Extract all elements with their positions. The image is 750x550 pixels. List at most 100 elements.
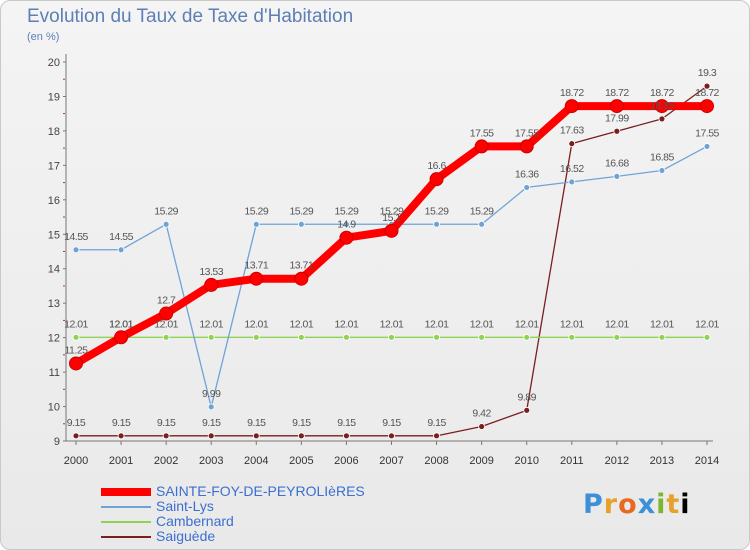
data-point <box>162 333 170 341</box>
y-tick-label: 20 <box>48 57 60 69</box>
data-point <box>72 432 80 440</box>
data-label: 13.71 <box>289 260 313 272</box>
data-label: 16.68 <box>605 157 629 169</box>
data-point <box>703 82 711 90</box>
data-point <box>343 432 350 440</box>
data-point <box>159 306 174 321</box>
y-tick-label: 12 <box>48 333 60 345</box>
data-label: 9.15 <box>247 417 266 429</box>
data-label: 12.01 <box>244 318 268 330</box>
data-label: 12.01 <box>695 318 719 330</box>
x-tick-label: 2007 <box>379 455 403 467</box>
x-tick-label: 2001 <box>109 455 133 467</box>
data-point <box>117 432 125 440</box>
x-tick-label: 2010 <box>514 455 538 467</box>
data-label: 17.63 <box>560 125 584 137</box>
data-point <box>252 432 260 440</box>
data-point <box>568 333 576 341</box>
data-point <box>297 432 305 440</box>
data-point <box>523 406 531 414</box>
data-point <box>474 139 489 154</box>
x-tick-label: 2014 <box>695 455 719 467</box>
legend-swatch <box>101 488 151 496</box>
data-label: 14.9 <box>337 219 356 231</box>
data-label: 15.29 <box>335 205 359 217</box>
data-label: 14.55 <box>64 231 88 243</box>
proxiti-logo: Proxiti <box>583 489 691 520</box>
data-point <box>568 140 576 148</box>
data-point <box>433 432 440 440</box>
data-label: 9.15 <box>67 417 86 429</box>
x-tick-label: 2005 <box>289 455 313 467</box>
data-point <box>523 333 531 341</box>
data-label: 9.99 <box>202 388 221 400</box>
data-labels-layer: 9.15 9.15 9.15 9.15 9.15 9.15 9.15 9.15 9.15 9.42… <box>64 67 720 429</box>
data-label: 12.7 <box>157 295 176 307</box>
data-point <box>519 139 534 154</box>
x-tick-label: 2006 <box>334 455 358 467</box>
data-point <box>252 220 260 228</box>
data-point <box>162 432 170 440</box>
data-point <box>609 99 624 114</box>
data-label: 17.55 <box>470 127 494 139</box>
data-point <box>703 143 711 150</box>
series-layer <box>69 82 714 440</box>
data-point <box>249 271 264 286</box>
data-label: 13.53 <box>199 266 223 278</box>
data-label: 16.36 <box>515 168 539 180</box>
x-tick-label: 2013 <box>650 455 674 467</box>
data-point <box>658 333 666 341</box>
legend-swatch <box>101 536 151 538</box>
data-point <box>204 277 219 292</box>
data-label: 18.72 <box>650 87 674 99</box>
data-label: 15.29 <box>380 205 404 217</box>
x-tick-label: 2011 <box>560 455 584 467</box>
data-label: 12.01 <box>335 318 359 330</box>
data-point <box>114 330 129 345</box>
data-point <box>388 432 395 440</box>
legend-swatch <box>101 506 151 508</box>
y-tick-label: 18 <box>48 126 60 138</box>
data-label: 9.15 <box>337 417 356 429</box>
x-tick-label: 2003 <box>199 455 223 467</box>
data-label: 14.55 <box>109 231 133 243</box>
data-label: 18.35 <box>650 100 674 112</box>
data-label: 9.15 <box>382 417 401 429</box>
data-point <box>207 333 215 341</box>
legend-swatch <box>101 521 151 523</box>
chart-title: Evolution du Taux de Taxe d'Habitation <box>27 6 354 27</box>
data-point <box>478 333 486 341</box>
data-label: 18.72 <box>695 87 719 99</box>
x-tick-label: 2004 <box>244 455 268 467</box>
data-point <box>478 423 486 430</box>
data-label: 12.01 <box>199 318 223 330</box>
x-tick-label: 2002 <box>154 455 178 467</box>
data-label: 18.72 <box>560 87 584 99</box>
y-tick-label: 16 <box>48 195 60 207</box>
data-point <box>564 99 579 114</box>
data-point <box>433 220 440 228</box>
data-label: 12.01 <box>380 318 404 330</box>
data-point <box>700 99 714 114</box>
data-point <box>207 403 215 411</box>
data-point <box>613 333 621 341</box>
data-label: 9.15 <box>427 417 446 429</box>
data-label: 16.52 <box>560 163 584 175</box>
data-label: 19.3 <box>698 67 717 79</box>
legend-label: Cambernard <box>156 513 234 529</box>
data-point <box>343 220 350 228</box>
x-tick-label: 2009 <box>469 455 493 467</box>
axes: 9 10 11 12 13 14 15 16 17 18 19 20 2000 2001 2002 2003 2… <box>48 54 719 467</box>
data-point <box>252 333 260 341</box>
data-label: 15.1 <box>382 212 401 224</box>
data-label: 9.42 <box>472 408 491 420</box>
y-tick-label: 10 <box>48 402 60 414</box>
data-point <box>654 99 669 114</box>
series-line-1 <box>75 145 708 408</box>
data-point <box>69 356 83 371</box>
y-tick-label: 11 <box>49 367 60 379</box>
y-tick-label: 19 <box>48 91 60 103</box>
data-label: 12.01 <box>154 318 178 330</box>
